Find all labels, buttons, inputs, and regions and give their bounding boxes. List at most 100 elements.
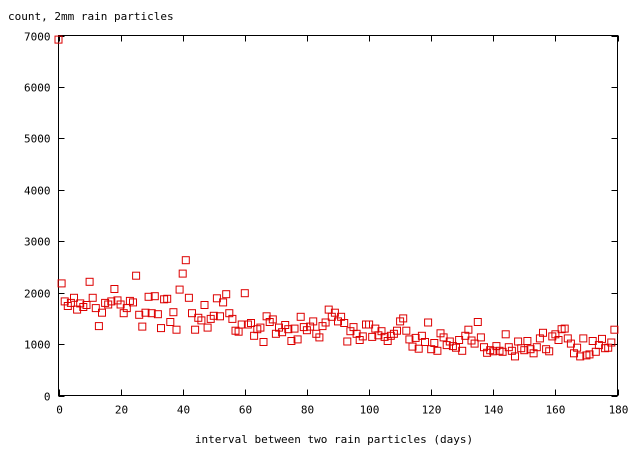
data-point	[402, 326, 411, 335]
data-point	[284, 325, 293, 334]
data-point	[309, 317, 318, 326]
x-tick-label: 20	[115, 404, 128, 417]
x-tick-label: 100	[360, 404, 380, 417]
data-point	[240, 289, 249, 298]
data-point	[399, 314, 408, 323]
data-point	[247, 319, 255, 327]
data-point	[476, 333, 485, 342]
plot-frame	[58, 35, 618, 396]
data-point	[135, 310, 144, 319]
data-points	[54, 35, 619, 361]
data-point	[91, 304, 100, 313]
data-point	[153, 310, 162, 319]
data-point	[259, 338, 268, 346]
data-point	[470, 339, 479, 348]
data-point	[573, 343, 582, 352]
data-point	[172, 325, 181, 334]
data-point	[107, 297, 116, 306]
data-point	[598, 334, 606, 343]
data-point	[560, 324, 569, 333]
data-point	[545, 347, 554, 356]
y-tick-label: 1000	[24, 339, 51, 352]
data-point	[178, 269, 187, 278]
x-tick-label: 120	[422, 404, 442, 417]
data-point	[554, 336, 563, 344]
data-point	[129, 298, 137, 307]
data-point	[607, 338, 616, 347]
data-point	[393, 326, 401, 335]
data-point	[368, 332, 377, 341]
data-point	[216, 312, 224, 321]
data-point	[144, 292, 153, 301]
data-point	[237, 320, 246, 329]
data-point	[296, 312, 305, 321]
data-point	[424, 318, 433, 327]
data-point	[430, 339, 439, 347]
data-point	[511, 352, 519, 361]
data-point	[414, 344, 423, 353]
x-tick-label: 0	[56, 404, 63, 417]
data-point	[150, 292, 159, 301]
data-point	[200, 301, 209, 309]
data-point	[138, 322, 147, 331]
data-point	[287, 337, 296, 345]
data-point	[532, 343, 541, 352]
data-point	[141, 308, 150, 317]
data-point	[290, 324, 299, 333]
data-point	[473, 318, 482, 326]
data-point	[588, 337, 597, 345]
data-point	[175, 285, 184, 294]
data-point	[250, 331, 259, 340]
data-point	[219, 298, 228, 307]
data-point	[197, 316, 206, 325]
data-point	[365, 320, 374, 329]
x-tick-label: 180	[609, 404, 629, 417]
x-tick-label: 60	[239, 404, 252, 417]
data-point	[411, 333, 420, 342]
data-point	[181, 256, 190, 265]
x-axis-label: interval between two rain particles (day…	[195, 433, 473, 446]
data-point	[184, 293, 193, 302]
data-point	[421, 338, 429, 346]
data-point	[343, 337, 352, 346]
data-point	[439, 333, 448, 342]
data-point	[433, 346, 442, 355]
tick-labels: 0 20 40 60 80 100 120 140 160 180 0 1000 2000 3000 400…	[24, 31, 628, 417]
y-axis-label: count, 2mm rain particles	[8, 10, 174, 23]
data-point	[579, 334, 588, 343]
data-point	[70, 293, 78, 302]
data-point	[408, 342, 417, 351]
data-point	[203, 323, 212, 332]
data-point	[315, 333, 324, 342]
data-point	[340, 319, 349, 327]
axis-ticks	[58, 35, 619, 397]
data-point	[514, 337, 523, 346]
data-point	[209, 311, 218, 320]
data-point	[132, 271, 141, 280]
data-point	[455, 336, 464, 344]
data-point	[268, 315, 277, 324]
y-tick-label: 3000	[24, 236, 51, 249]
data-point	[566, 339, 575, 348]
data-point	[585, 350, 594, 359]
x-tick-label: 40	[177, 404, 190, 417]
data-point	[464, 325, 473, 334]
x-tick-label: 160	[546, 404, 566, 417]
data-point	[458, 346, 467, 355]
x-tick-label: 80	[301, 404, 314, 417]
data-point	[166, 318, 175, 326]
data-point	[85, 277, 94, 286]
data-point	[88, 293, 97, 302]
y-tick-label: 7000	[24, 31, 51, 44]
data-point	[82, 301, 91, 309]
data-point	[293, 335, 302, 344]
data-point	[147, 309, 156, 318]
y-tick-label: 5000	[24, 133, 51, 146]
data-point	[57, 279, 66, 288]
data-point	[523, 337, 532, 345]
y-tick-label: 4000	[24, 185, 51, 198]
data-point	[520, 346, 529, 355]
data-point	[498, 347, 507, 356]
data-point	[212, 294, 221, 303]
